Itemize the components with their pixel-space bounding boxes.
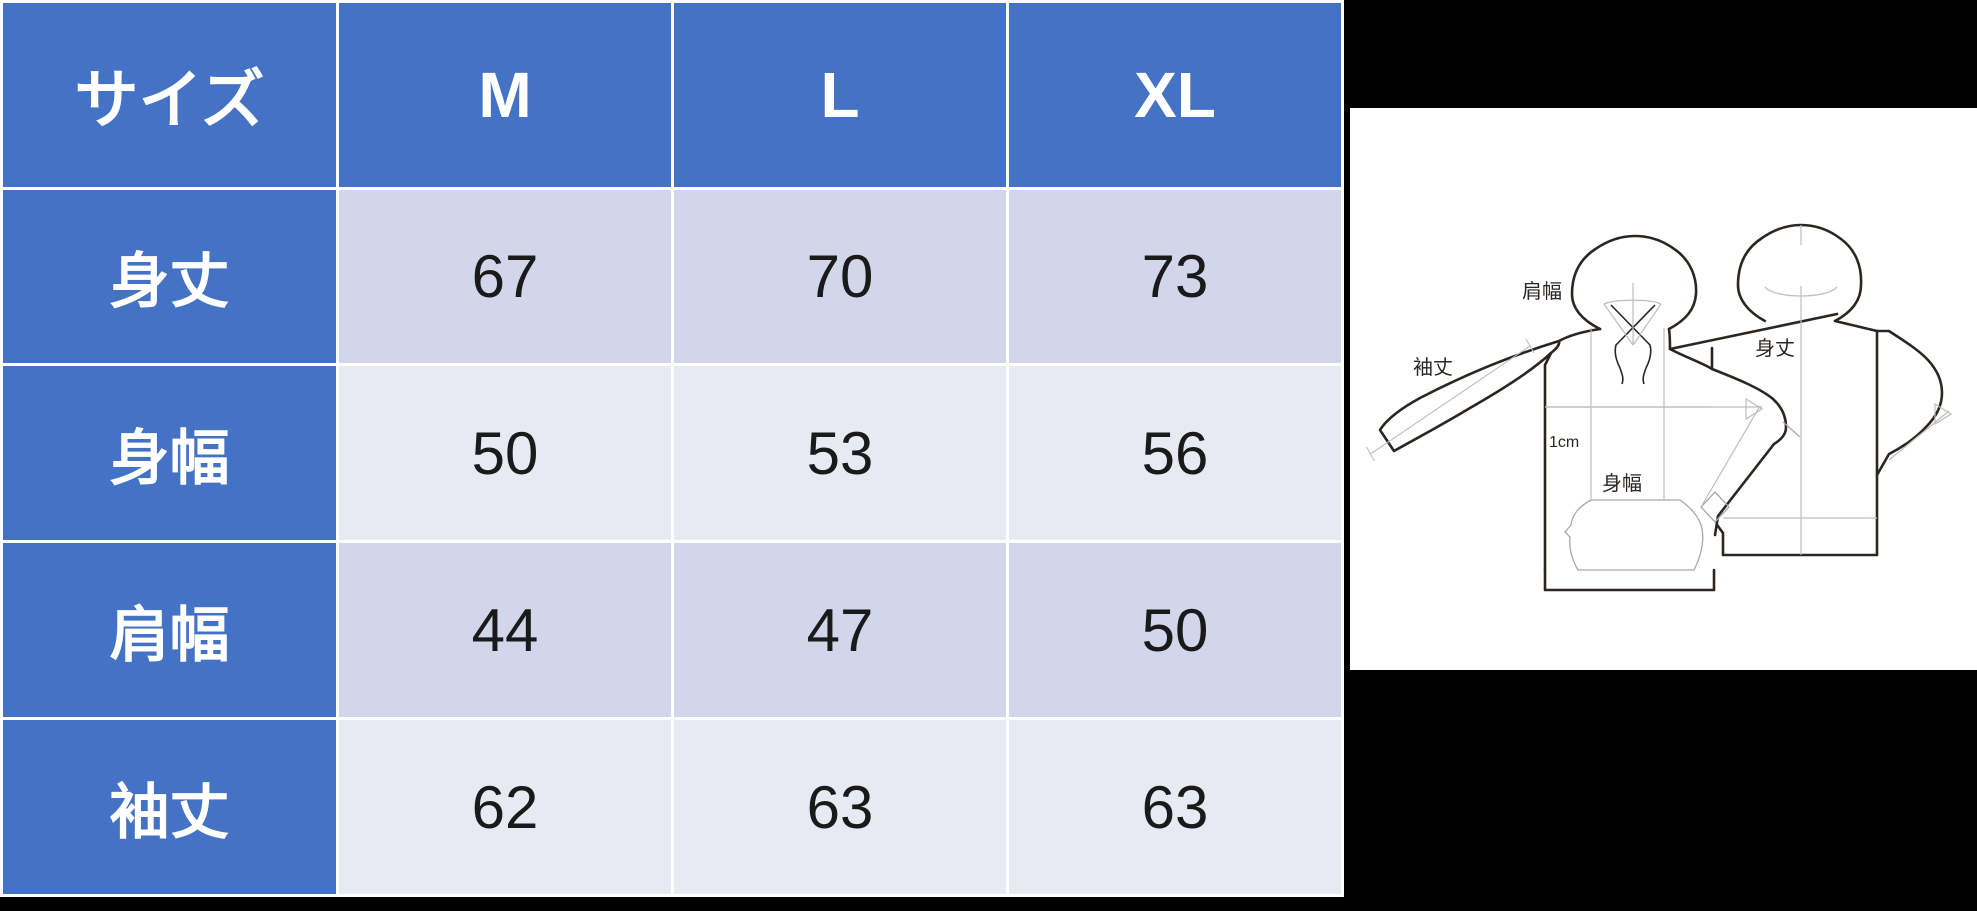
svg-text:肩幅: 肩幅 [1522, 280, 1562, 303]
svg-text:袖丈: 袖丈 [1413, 356, 1453, 379]
svg-text:1cm: 1cm [1549, 434, 1579, 451]
svg-text:身丈: 身丈 [1755, 337, 1795, 360]
svg-text:身幅: 身幅 [1602, 472, 1642, 495]
